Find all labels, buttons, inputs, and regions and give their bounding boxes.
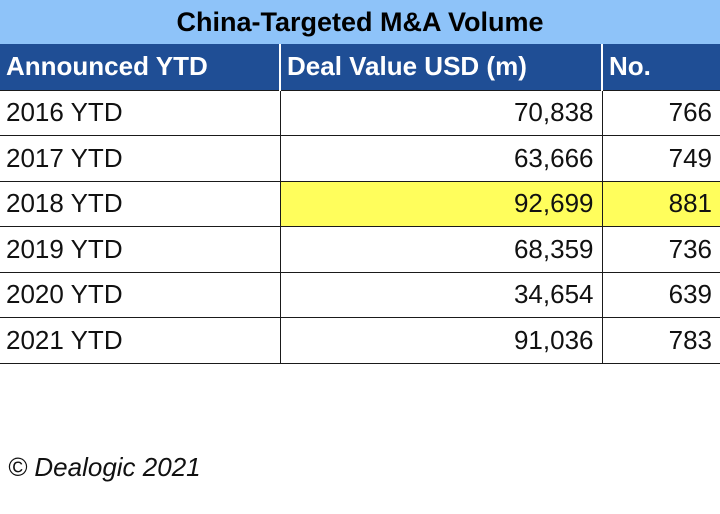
table-row: 2017 YTD 63,666 749 <box>0 135 720 182</box>
row-year-cell: 2019 YTD <box>0 226 280 273</box>
row-year-cell: 2020 YTD <box>0 272 280 318</box>
row-year-cell: 2016 YTD <box>0 90 280 136</box>
table-row: 2018 YTD 92,699 881 <box>0 181 720 227</box>
row-year-cell: 2017 YTD <box>0 135 280 182</box>
deal-count-cell: 749 <box>601 135 720 182</box>
table-row: 2019 YTD 68,359 736 <box>0 226 720 273</box>
ma-volume-table: Announced YTD Deal Value USD (m) No. 201… <box>0 44 720 364</box>
row-year-cell: 2021 YTD <box>0 317 280 364</box>
deal-value-cell: 63,666 <box>279 135 602 182</box>
deal-count-cell: 639 <box>601 272 720 318</box>
header-row: Announced YTD Deal Value USD (m) No. <box>0 44 720 91</box>
row-year-cell: 2018 YTD <box>0 181 280 227</box>
deal-count-cell: 783 <box>601 317 720 364</box>
deal-count-cell: 736 <box>601 226 720 273</box>
deal-value-cell: 34,654 <box>279 272 602 318</box>
deal-count-cell: 766 <box>601 90 720 136</box>
deal-count-cell: 881 <box>601 181 720 227</box>
table-row: 2016 YTD 70,838 766 <box>0 90 720 136</box>
table-row: 2020 YTD 34,654 639 <box>0 272 720 318</box>
table-title: China-Targeted M&A Volume <box>0 0 720 44</box>
column-header-announced: Announced YTD <box>0 44 280 91</box>
source-credit: © Dealogic 2021 <box>8 452 201 482</box>
table-row: 2021 YTD 91,036 783 <box>0 317 720 364</box>
deal-value-cell: 68,359 <box>279 226 602 273</box>
deal-value-cell: 91,036 <box>279 317 602 364</box>
column-header-count: No. <box>601 44 720 91</box>
deal-value-cell: 70,838 <box>279 90 602 136</box>
column-header-deal-value: Deal Value USD (m) <box>279 44 602 91</box>
table-body: 2016 YTD 70,838 766 2017 YTD 63,666 749 2018 Y… <box>0 90 720 364</box>
deal-value-cell: 92,699 <box>279 181 602 227</box>
